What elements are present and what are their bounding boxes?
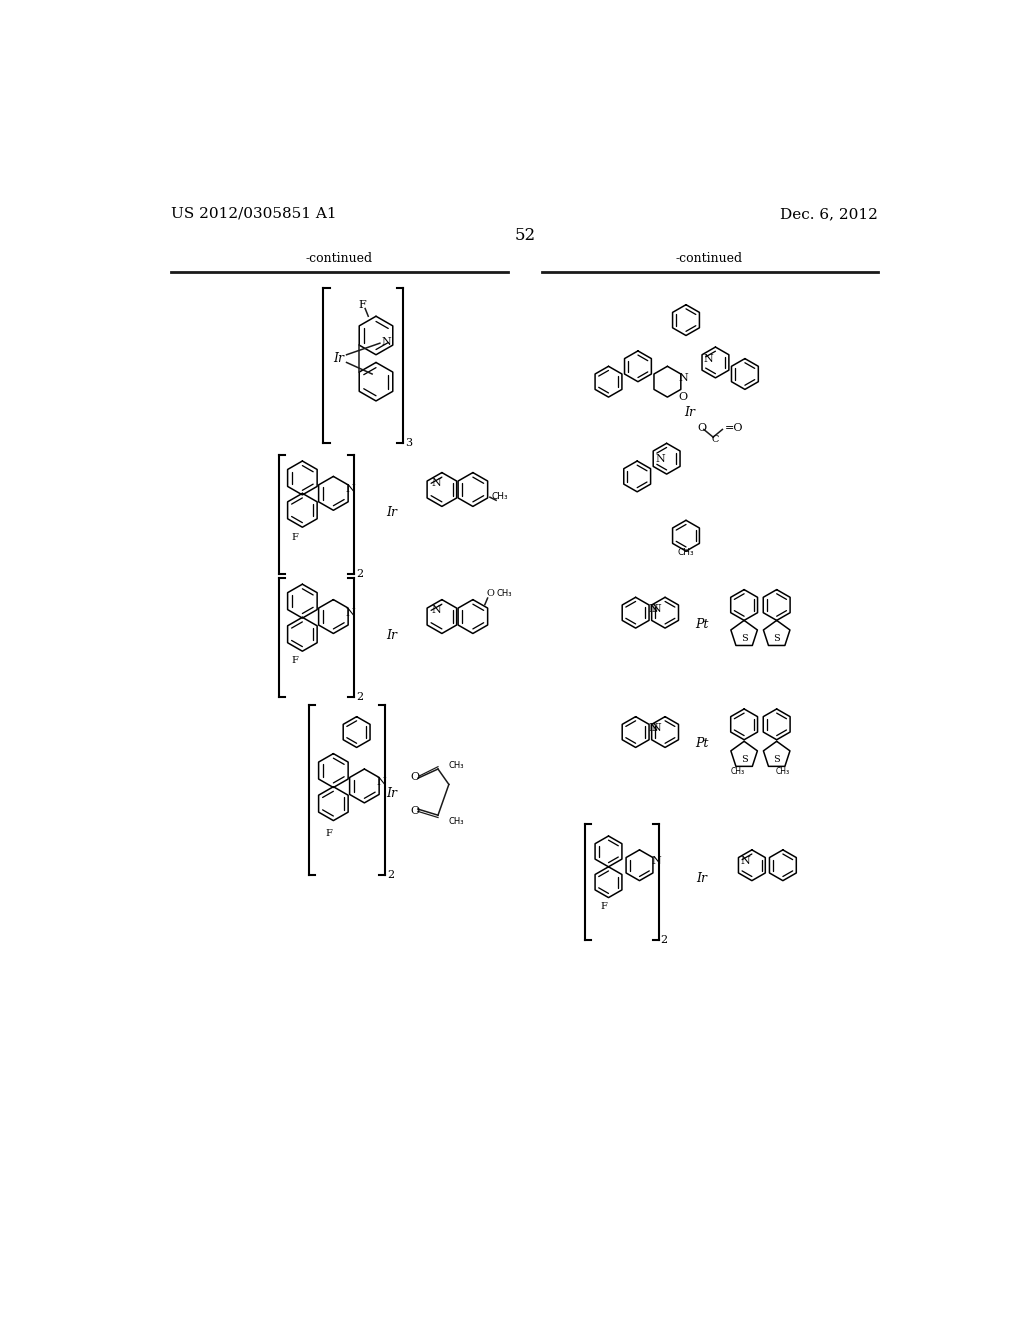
Text: 2: 2: [356, 569, 362, 579]
Text: Dec. 6, 2012: Dec. 6, 2012: [780, 207, 879, 220]
Text: CH₃: CH₃: [678, 548, 694, 557]
Text: N: N: [652, 723, 662, 733]
Text: CH₃: CH₃: [449, 817, 464, 826]
Text: 2: 2: [387, 870, 394, 879]
Text: O: O: [697, 422, 707, 433]
Text: O: O: [678, 392, 687, 403]
Text: F: F: [601, 902, 607, 911]
Text: Ir: Ir: [386, 787, 397, 800]
Text: 52: 52: [514, 227, 536, 244]
Text: CH₃: CH₃: [496, 589, 512, 598]
Text: S: S: [740, 755, 748, 764]
Text: CH₃: CH₃: [449, 762, 464, 771]
Text: O: O: [486, 589, 494, 598]
Text: S: S: [773, 755, 780, 764]
Text: Ir: Ir: [386, 506, 397, 519]
Text: F: F: [326, 829, 333, 838]
Text: O: O: [410, 772, 419, 781]
Text: US 2012/0305851 A1: US 2012/0305851 A1: [171, 207, 337, 220]
Text: F: F: [358, 301, 366, 310]
Text: N: N: [381, 337, 391, 347]
Text: O: O: [410, 805, 419, 816]
Text: N: N: [377, 777, 386, 787]
Text: Ir: Ir: [386, 630, 397, 643]
Text: Ir: Ir: [696, 871, 707, 884]
Text: CH₃: CH₃: [492, 492, 508, 500]
Text: F: F: [292, 656, 298, 665]
Text: N: N: [651, 857, 660, 866]
Text: Pt: Pt: [695, 737, 709, 750]
Text: N: N: [431, 478, 440, 488]
Text: 2: 2: [660, 935, 668, 945]
Text: N: N: [703, 354, 713, 363]
Text: S: S: [740, 635, 748, 643]
Text: -continued: -continued: [305, 252, 373, 264]
Text: =O: =O: [725, 422, 743, 433]
Text: Ir: Ir: [684, 407, 695, 418]
Text: N: N: [648, 603, 657, 614]
Text: CH₃: CH₃: [731, 767, 745, 776]
Text: N: N: [652, 603, 662, 614]
Text: -continued: -continued: [676, 252, 742, 264]
Text: Pt: Pt: [695, 618, 709, 631]
Text: 3: 3: [404, 438, 412, 449]
Text: N: N: [431, 606, 440, 615]
Text: N: N: [648, 723, 657, 733]
Text: CH₃: CH₃: [776, 767, 790, 776]
Text: N: N: [655, 454, 666, 463]
Text: N: N: [345, 484, 354, 495]
Text: N: N: [740, 857, 750, 866]
Text: C: C: [712, 436, 719, 444]
Text: F: F: [292, 532, 298, 541]
Text: 2: 2: [356, 693, 362, 702]
Text: N: N: [678, 372, 688, 383]
Text: N: N: [345, 607, 354, 618]
Text: Ir: Ir: [333, 352, 344, 366]
Text: S: S: [773, 635, 780, 643]
